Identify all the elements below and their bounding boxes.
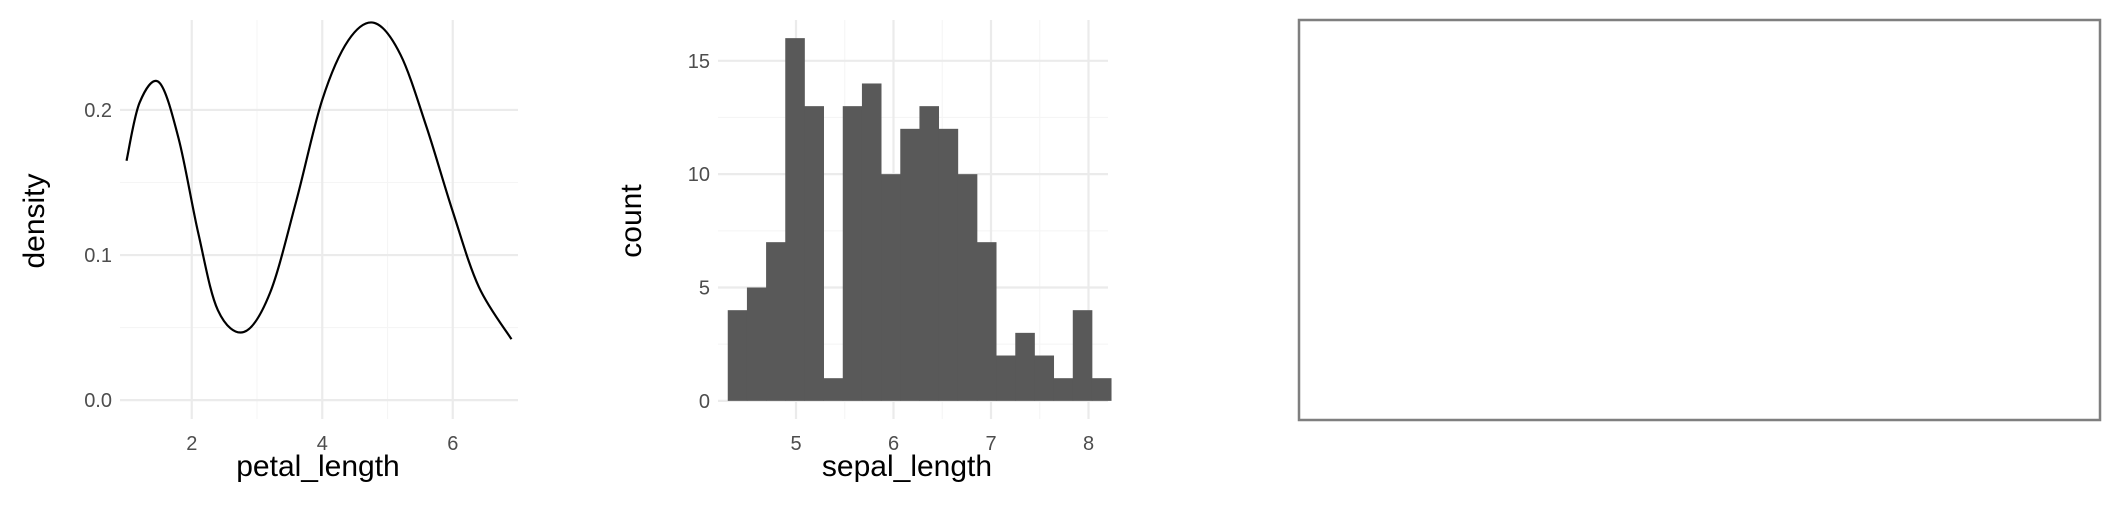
histogram-bar bbox=[957, 174, 978, 401]
x-tick-label: 6 bbox=[447, 433, 458, 455]
density-curve bbox=[125, 21, 513, 340]
histogram-bar bbox=[1091, 378, 1112, 401]
histogram-bar bbox=[861, 83, 882, 401]
y-tick-label: 10 bbox=[688, 164, 710, 186]
empty-plot-frame bbox=[1297, 18, 2102, 422]
histogram-x-axis-title: sepal_length bbox=[822, 450, 992, 483]
histogram-bar bbox=[919, 106, 940, 401]
y-tick-label: 0.0 bbox=[84, 390, 112, 412]
histogram-bar bbox=[938, 128, 959, 401]
y-tick-label: 0.2 bbox=[84, 100, 112, 122]
histogram-bars bbox=[727, 38, 1112, 401]
x-tick-label: 5 bbox=[790, 433, 801, 455]
density-x-ticks: 2 4 6 bbox=[186, 433, 458, 455]
histogram-bar bbox=[766, 242, 786, 401]
histogram-bar bbox=[1015, 332, 1035, 401]
histogram-panel: 5 6 7 8 0 5 10 15 sepal_length count bbox=[615, 20, 1112, 483]
histogram-bar bbox=[746, 287, 767, 401]
x-tick-label: 6 bbox=[888, 433, 899, 455]
y-tick-label: 15 bbox=[688, 51, 710, 73]
histogram-x-ticks: 5 6 7 8 bbox=[790, 433, 1094, 455]
density-y-ticks: 0.0 0.1 0.2 bbox=[84, 100, 112, 412]
histogram-bar bbox=[1034, 355, 1055, 401]
x-tick-label: 7 bbox=[985, 433, 996, 455]
density-grid bbox=[120, 20, 518, 419]
histogram-bar bbox=[804, 106, 824, 401]
histogram-bar bbox=[785, 38, 805, 401]
y-tick-label: 5 bbox=[699, 278, 710, 300]
x-tick-label: 4 bbox=[317, 433, 328, 455]
density-x-axis-title: petal_length bbox=[236, 450, 399, 483]
x-tick-label: 2 bbox=[186, 433, 197, 455]
histogram-bar bbox=[900, 128, 920, 401]
y-tick-label: 0 bbox=[699, 391, 710, 413]
histogram-bar bbox=[881, 174, 901, 401]
histogram-bar bbox=[996, 355, 1016, 401]
histogram-bar bbox=[727, 310, 748, 401]
x-tick-label: 8 bbox=[1083, 433, 1094, 455]
histogram-bar bbox=[976, 242, 997, 401]
histogram-y-axis-title: count bbox=[615, 184, 648, 258]
histogram-bar bbox=[1053, 378, 1074, 401]
histogram-bar bbox=[823, 378, 844, 401]
density-y-axis-title: density bbox=[18, 173, 51, 268]
histogram-y-ticks: 0 5 10 15 bbox=[688, 51, 710, 413]
histogram-bar bbox=[1072, 310, 1093, 401]
density-panel: 2 4 6 0.0 0.1 0.2 petal_length density bbox=[18, 20, 518, 483]
histogram-bar bbox=[842, 106, 863, 401]
y-tick-label: 0.1 bbox=[84, 245, 112, 267]
